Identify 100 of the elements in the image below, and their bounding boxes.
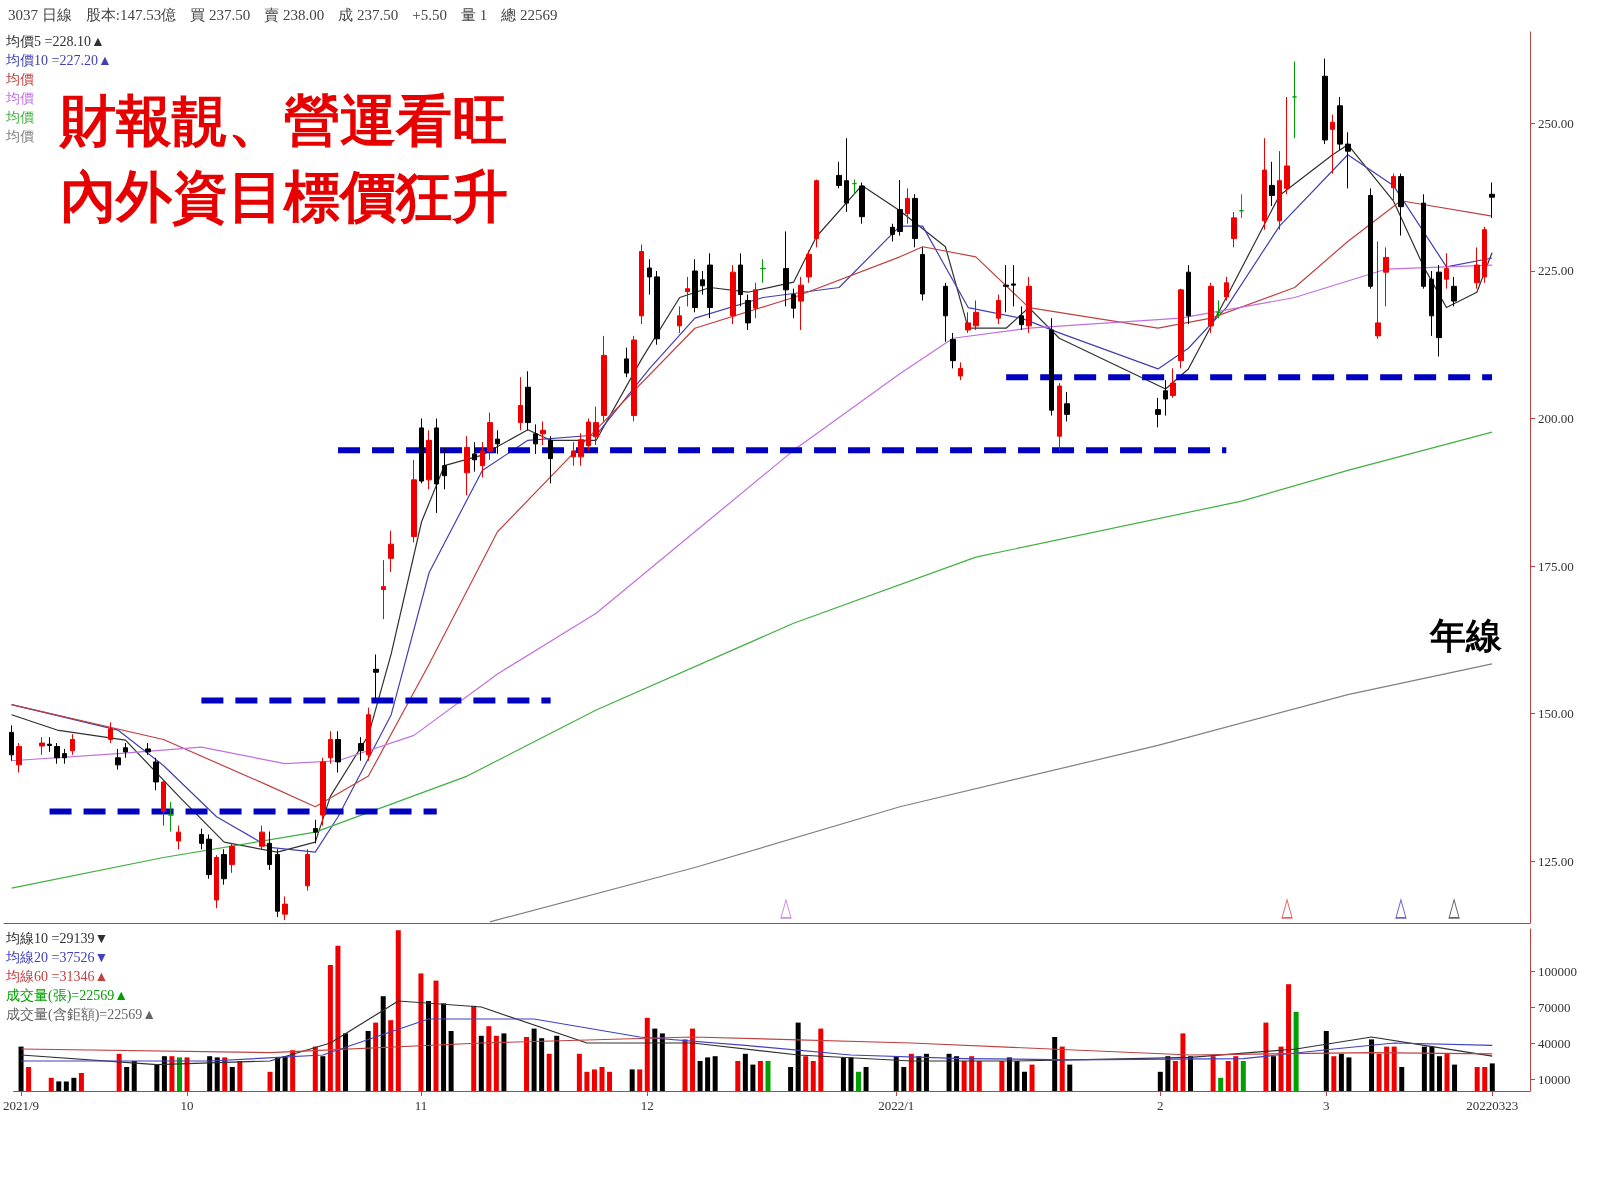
bar — [1293, 1011, 1299, 1091]
bar — [546, 1053, 552, 1091]
candlestick — [434, 417, 439, 514]
bar — [1399, 1067, 1405, 1091]
candlestick — [381, 559, 386, 620]
text: 成 237.50 — [338, 7, 399, 23]
candlestick — [973, 299, 979, 331]
bar — [599, 1067, 605, 1091]
bar — [765, 1061, 771, 1091]
candlestick — [1155, 397, 1161, 428]
candlestick — [920, 246, 925, 301]
candlestick — [525, 370, 531, 431]
bar — [591, 1069, 597, 1091]
x-tick-label: 3 — [1323, 1098, 1330, 1113]
candlestick — [1186, 264, 1191, 325]
candlestick — [996, 294, 1001, 325]
text: 買 237.50 — [190, 7, 251, 23]
bar — [757, 1061, 763, 1091]
text: 均價 — [5, 71, 34, 87]
candlestick — [487, 412, 493, 461]
candlestick — [548, 435, 553, 484]
candlestick — [328, 730, 333, 765]
candlestick — [1337, 96, 1343, 151]
annotation: 成交量(含鉅額)=22569▲ — [6, 1006, 157, 1023]
candlestick — [229, 842, 235, 874]
candlestick — [442, 447, 447, 490]
candlestick — [897, 179, 903, 237]
y-tick-label: 225.00 — [1538, 263, 1574, 279]
candlestick — [654, 270, 660, 346]
bar — [742, 1053, 748, 1091]
bar — [637, 1069, 643, 1091]
text: +5.50 — [412, 7, 447, 23]
bar — [441, 1003, 447, 1091]
bar — [48, 1077, 54, 1091]
candlestick — [1345, 131, 1351, 189]
text: 均價5 =228.10▲ — [5, 33, 105, 49]
candlestick — [1368, 187, 1373, 290]
annotation: 年線 — [1429, 615, 1504, 657]
bar — [788, 1067, 794, 1091]
candlestick — [1011, 264, 1016, 307]
bar — [1452, 1064, 1458, 1091]
text: 財報靚、營運看旺 — [58, 87, 508, 153]
candlestick — [1178, 288, 1184, 369]
bar — [1376, 1053, 1382, 1091]
bar — [433, 980, 439, 1091]
candlestick — [647, 258, 652, 296]
candlestick — [1322, 58, 1328, 145]
bar — [946, 1053, 952, 1091]
candlestick — [1482, 226, 1487, 284]
text: 均價 — [5, 90, 34, 106]
candlestick — [168, 801, 174, 833]
text: 均價10 =227.20▲ — [5, 52, 112, 68]
bar — [471, 1005, 477, 1091]
candlestick — [267, 831, 272, 871]
bar — [154, 1064, 160, 1091]
candlestick — [1224, 276, 1229, 301]
candlestick — [700, 270, 705, 296]
candlestick — [571, 441, 576, 467]
candlestick — [1451, 276, 1457, 307]
candlestick — [685, 276, 690, 307]
x-tick-label: 10 — [180, 1098, 194, 1113]
candlestick — [47, 736, 52, 753]
bar — [893, 1056, 899, 1091]
bar — [1436, 1056, 1442, 1091]
x-tick-label: 12 — [640, 1098, 654, 1113]
bar — [1286, 984, 1292, 1091]
candlestick — [388, 530, 394, 573]
candlestick — [836, 161, 842, 189]
bar — [71, 1077, 77, 1091]
candlestick — [464, 435, 470, 496]
candlestick — [480, 441, 485, 478]
bar — [682, 1039, 688, 1091]
bar — [18, 1046, 24, 1091]
candlestick — [320, 757, 326, 827]
candlestick — [39, 736, 45, 756]
candlestick — [1277, 150, 1282, 231]
bar — [1059, 1046, 1065, 1091]
candlestick — [1436, 264, 1442, 358]
candlestick — [518, 376, 523, 431]
candlestick — [631, 335, 637, 422]
bar — [1391, 1046, 1397, 1091]
bar — [1323, 1031, 1329, 1091]
text: 內外資目標價狂升 — [60, 163, 508, 229]
bar — [131, 1061, 137, 1091]
bar — [1180, 1033, 1186, 1091]
bar — [1369, 1039, 1375, 1091]
candlestick — [639, 243, 644, 325]
candlestick — [373, 654, 379, 703]
bar — [312, 1046, 318, 1091]
bar — [275, 1057, 281, 1091]
x-tick-label: 2021/9 — [2, 1098, 40, 1113]
bar — [848, 1057, 854, 1091]
bar — [629, 1069, 635, 1091]
candlestick — [305, 848, 310, 892]
candlestick — [1216, 299, 1221, 319]
bar — [531, 1028, 537, 1091]
bar — [644, 1017, 650, 1091]
bar — [659, 1033, 665, 1091]
candlestick — [707, 252, 713, 319]
bar — [478, 1035, 484, 1091]
